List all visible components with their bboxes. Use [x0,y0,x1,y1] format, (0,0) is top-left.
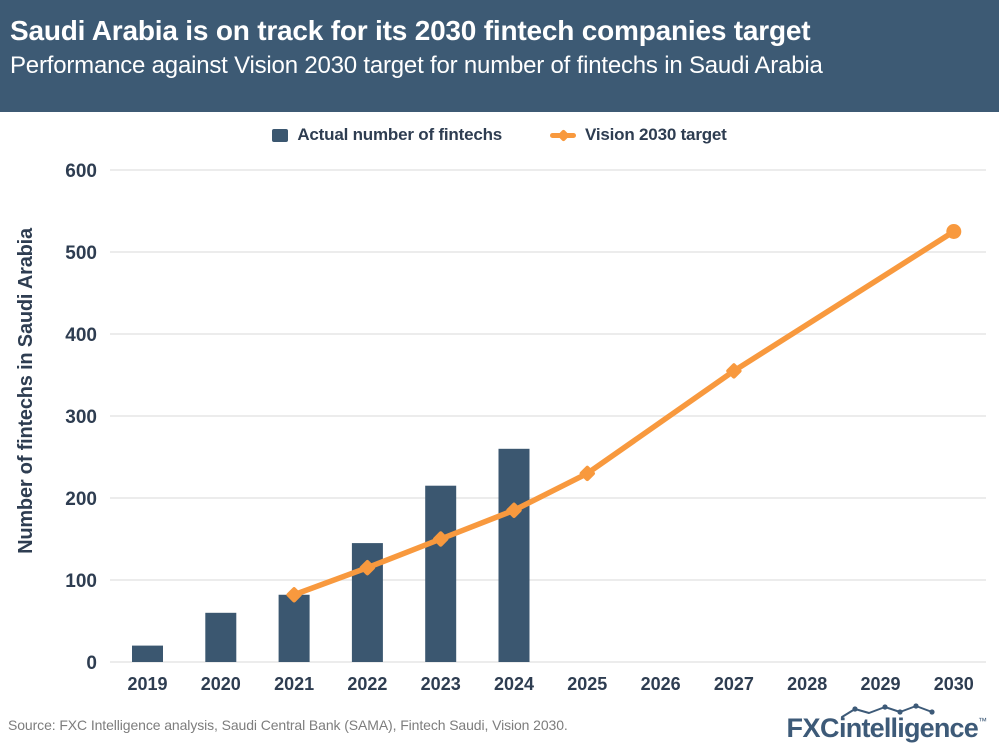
svg-text:2019: 2019 [127,674,167,694]
footer: Source: FXC Intelligence analysis, Saudi… [0,700,999,749]
header: Saudi Arabia is on track for its 2030 fi… [0,0,999,112]
logo-tm: ™ [978,716,987,726]
svg-text:0: 0 [86,653,97,674]
logo-text-fxc: FXC [786,713,840,743]
svg-text:400: 400 [65,325,97,346]
svg-text:600: 600 [65,161,97,182]
svg-text:2021: 2021 [274,674,314,694]
logo-text-intelligence: intelligence [839,713,979,743]
legend-label-actual: Actual number of fintechs [297,125,503,144]
svg-text:2029: 2029 [860,674,900,694]
logo-sparkline-icon [840,703,935,718]
page-subtitle: Performance against Vision 2030 target f… [10,52,823,79]
line-swatch-icon [550,128,577,142]
legend-item-actual: Actual number of fintechs [272,125,502,145]
svg-text:2026: 2026 [641,674,681,694]
svg-text:2020: 2020 [201,674,241,694]
legend-label-target: Vision 2030 target [585,125,727,144]
svg-text:2027: 2027 [714,674,754,694]
legend-item-target: Vision 2030 target [550,125,727,145]
svg-text:2030: 2030 [934,674,974,694]
svg-text:2022: 2022 [347,674,387,694]
svg-text:2023: 2023 [421,674,461,694]
svg-text:100: 100 [65,571,97,592]
svg-text:2024: 2024 [494,674,534,694]
svg-text:300: 300 [65,407,97,428]
svg-text:200: 200 [65,489,97,510]
fintech-chart: 0 100 200 300 400 500 600 2019 2020 2021 2022 2023 2… [65,161,986,694]
svg-text:2025: 2025 [567,674,607,694]
fxc-intelligence-logo: FXCintelligence™ [786,703,987,743]
chart-area: Actual number of fintechs Vision 2030 ta… [0,112,999,700]
page-title: Saudi Arabia is on track for its 2030 fi… [10,15,811,46]
chart-legend: Actual number of fintechs Vision 2030 ta… [0,125,999,145]
svg-text:500: 500 [65,243,97,264]
source-text: Source: FXC Intelligence analysis, Saudi… [8,716,568,733]
bar-swatch-icon [272,128,289,142]
svg-text:2028: 2028 [787,674,827,694]
